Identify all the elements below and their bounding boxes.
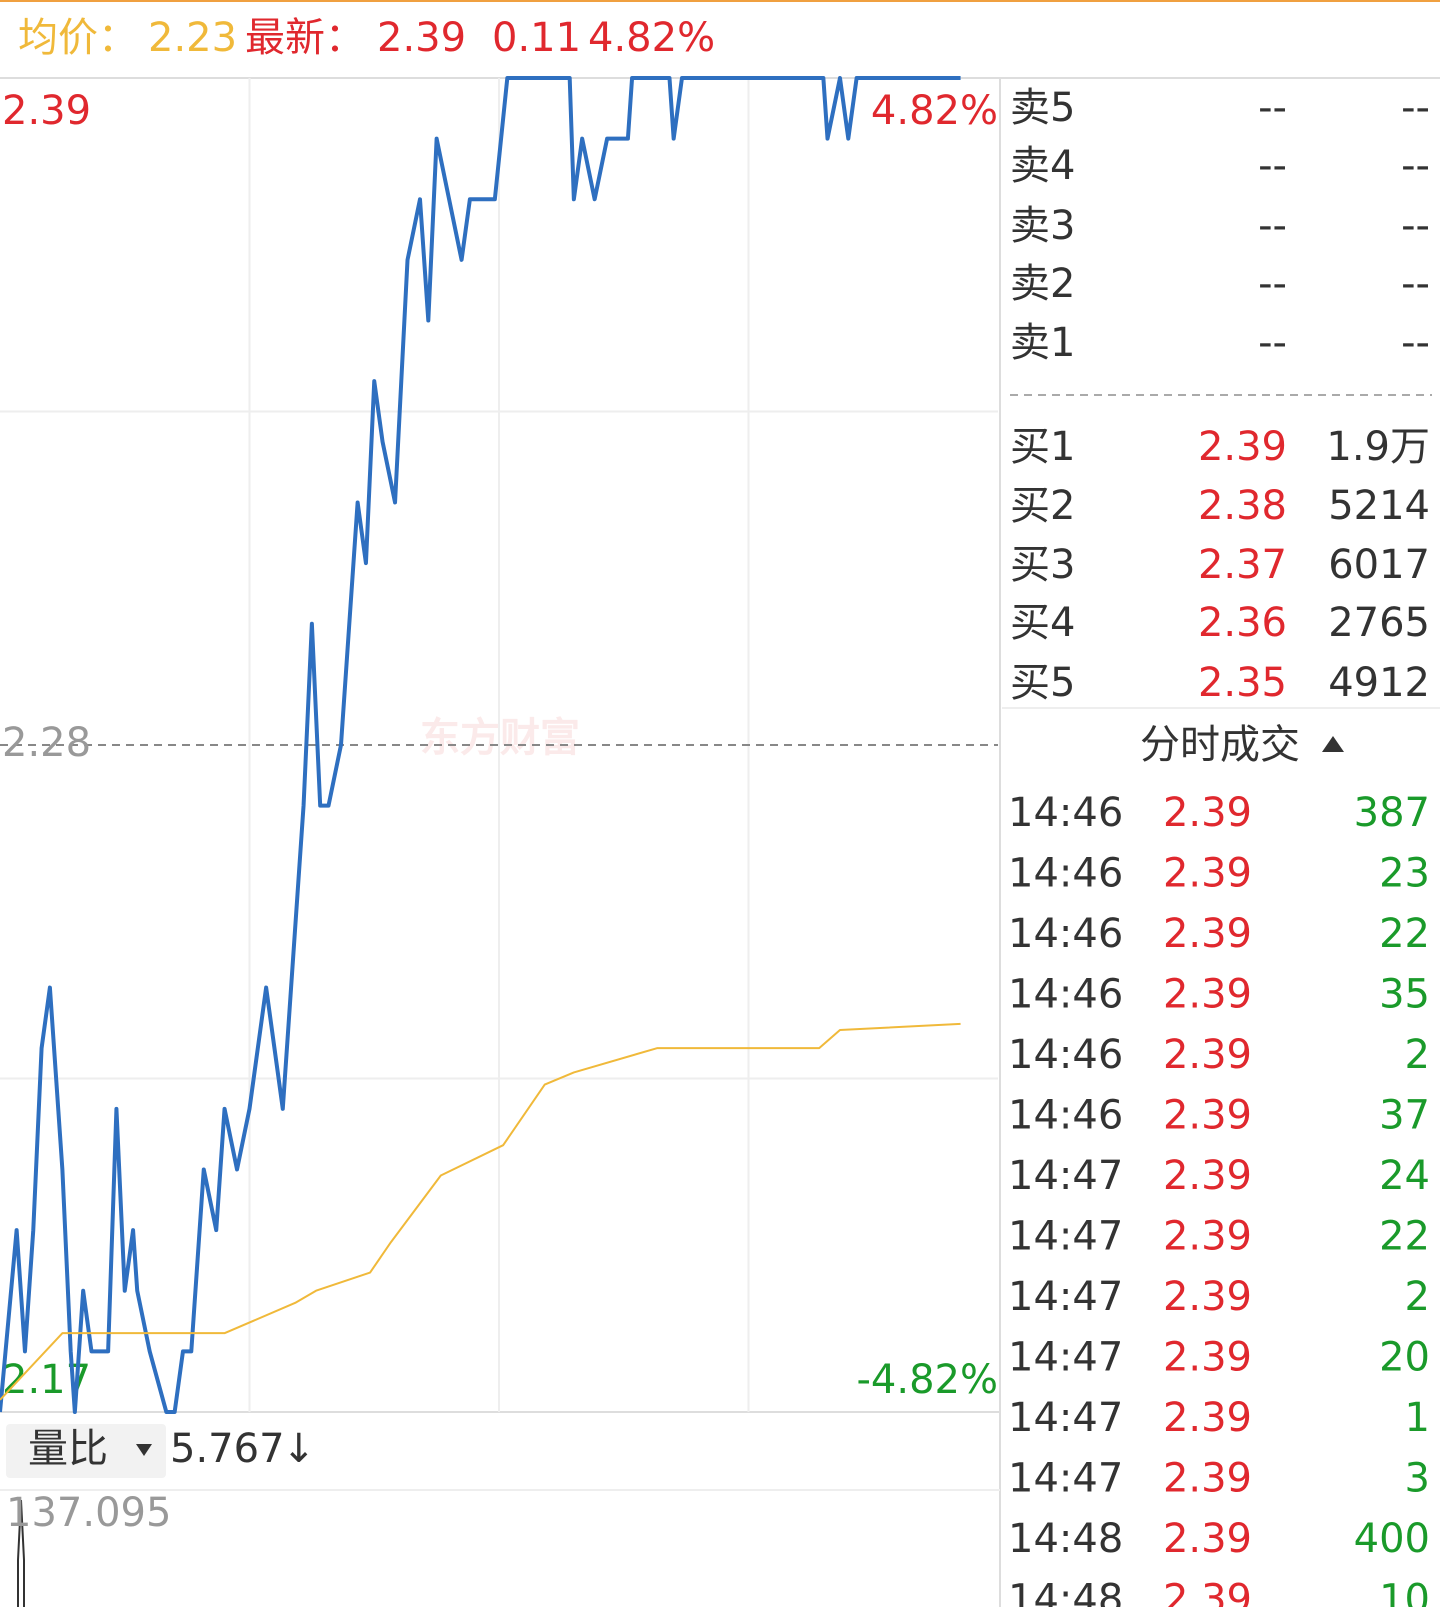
trade-price: 2.39 [1163,1456,1252,1502]
trade-price: 2.39 [1163,911,1252,957]
trade-price: 2.39 [1163,1153,1252,1199]
trade-volume: 37 [1379,1093,1430,1139]
trade-price: 2.39 [1163,1577,1252,1607]
ratio-dropdown[interactable] [6,1424,166,1478]
book-label: 卖1 [1010,320,1075,366]
trade-time: 14:46 [1008,1032,1123,1078]
volume-spike [17,1499,25,1607]
book-price: 2.37 [1198,542,1287,588]
book-volume: -- [1401,143,1430,189]
book-label: 买5 [1010,660,1075,706]
header-latest: 2.39 [377,15,466,61]
trade-volume: 400 [1354,1516,1430,1562]
trade-volume: 22 [1379,1214,1430,1260]
book-price: -- [1258,261,1287,307]
trade-time: 14:46 [1008,1093,1123,1139]
book-volume: -- [1401,85,1430,131]
book-label: 卖2 [1010,261,1075,307]
trade-price: 2.39 [1163,1032,1252,1078]
book-volume: 2765 [1328,600,1430,646]
book-volume: 4912 [1328,660,1430,706]
book-price: 2.39 [1198,424,1287,470]
trade-time: 14:46 [1008,790,1123,836]
sort-arrow[interactable] [1322,736,1344,752]
trade-time: 14:47 [1008,1214,1123,1260]
trade-price: 2.39 [1163,1214,1252,1260]
header-change-pct: 4.82% [588,15,715,61]
trades-title: 分时成交 [1140,722,1300,768]
book-price: 2.35 [1198,660,1287,706]
header-avg: 2.23 [148,15,237,61]
header-avg-label: 均价： [18,15,138,61]
ratio-arrow: ↓ [282,1426,316,1472]
trade-volume: 23 [1379,851,1430,897]
trade-price: 2.39 [1163,1516,1252,1562]
trade-volume: 387 [1354,790,1430,836]
trade-volume: 20 [1379,1335,1430,1381]
y-tick-label: 2.39 [2,88,91,134]
pct-low: -4.82% [856,1357,998,1403]
y-tick-label: 2.28 [2,720,91,766]
book-label: 卖3 [1010,203,1075,249]
trade-price: 2.39 [1163,1093,1252,1139]
book-price: -- [1258,143,1287,189]
book-volume: 1.9万 [1326,424,1430,470]
header-change: 0.11 [492,15,581,61]
trade-price: 2.39 [1163,1335,1252,1381]
trade-time: 14:47 [1008,1395,1123,1441]
book-price: 2.38 [1198,483,1287,529]
book-price: -- [1258,203,1287,249]
trade-volume: 2 [1405,1032,1430,1078]
trade-price: 2.39 [1163,1274,1252,1320]
watermark: 东方财富 [420,715,580,761]
volume-max: 137.095 [6,1490,171,1536]
trade-price: 2.39 [1163,851,1252,897]
book-volume: 5214 [1328,483,1430,529]
header-latest-label: 最新： [245,15,365,61]
book-volume: 6017 [1328,542,1430,588]
book-label: 买1 [1010,424,1075,470]
book-volume: -- [1401,203,1430,249]
trade-time: 14:47 [1008,1456,1123,1502]
book-price: -- [1258,320,1287,366]
pct-high: 4.82% [871,88,998,134]
trade-time: 14:48 [1008,1516,1123,1562]
trade-time: 14:47 [1008,1274,1123,1320]
trade-time: 14:46 [1008,972,1123,1018]
book-label: 买3 [1010,542,1075,588]
trade-price: 2.39 [1163,972,1252,1018]
book-label: 买4 [1010,600,1075,646]
trade-volume: 2 [1405,1274,1430,1320]
book-volume: -- [1401,320,1430,366]
trade-time: 14:46 [1008,851,1123,897]
book-label: 卖4 [1010,143,1075,189]
trade-time: 14:48 [1008,1577,1123,1607]
trade-volume: 1 [1405,1395,1430,1441]
trade-volume: 3 [1405,1456,1430,1502]
trade-volume: 10 [1379,1577,1430,1607]
trade-price: 2.39 [1163,790,1252,836]
avg-line [0,1022,961,1401]
book-label: 买2 [1010,483,1075,529]
book-price: 2.36 [1198,600,1287,646]
ratio-value: 5.767 [170,1426,285,1472]
dropdown-arrow[interactable] [136,1444,152,1456]
ratio-label: 量比 [28,1426,108,1472]
book-volume: -- [1401,261,1430,307]
price-line [0,76,961,1414]
trade-price: 2.39 [1163,1395,1252,1441]
trade-volume: 35 [1379,972,1430,1018]
trade-time: 14:47 [1008,1153,1123,1199]
book-label: 卖5 [1010,85,1075,131]
trade-time: 14:47 [1008,1335,1123,1381]
trade-time: 14:46 [1008,911,1123,957]
trade-volume: 24 [1379,1153,1430,1199]
trade-volume: 22 [1379,911,1430,957]
book-price: -- [1258,85,1287,131]
